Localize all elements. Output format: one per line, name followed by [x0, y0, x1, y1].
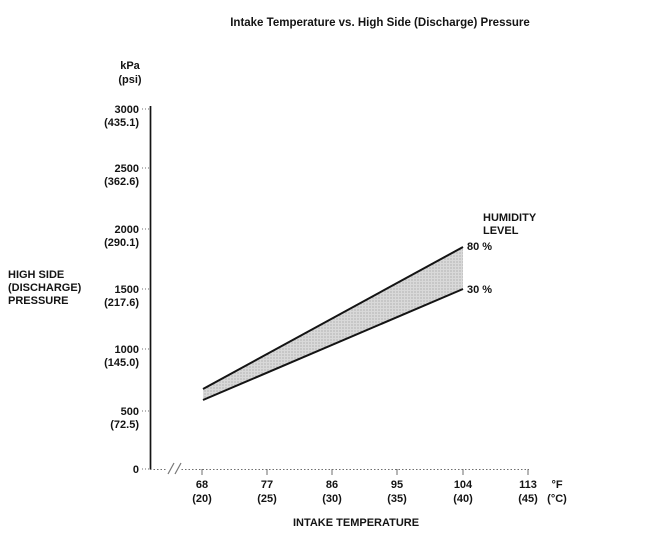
- x-tick-77: 77 (25): [257, 469, 277, 505]
- x-axis-unit-c: (°C): [547, 493, 567, 505]
- humidity-line-80pct: [202, 246, 464, 390]
- x-axis-break: [167, 462, 182, 475]
- x-axis-title: INTAKE TEMPERATURE: [293, 517, 419, 529]
- x-tick-c: (35): [387, 493, 407, 505]
- x-axis-break-slash: [167, 462, 175, 475]
- x-tick-f: 68: [196, 479, 208, 491]
- legend-title-line1: HUMIDITY: [483, 212, 537, 224]
- x-tick-c: (20): [192, 493, 212, 505]
- x-axis-break-slash: [174, 462, 182, 475]
- x-tick-95: 95 (35): [387, 469, 407, 505]
- x-tick-c: (45): [518, 493, 538, 505]
- y-tick-2500: 2500 (362.6): [104, 163, 150, 188]
- y-tick-kpa: 3000: [115, 104, 139, 116]
- x-tick-68: 68 (20): [192, 469, 212, 505]
- y-tick-kpa: 0: [133, 464, 139, 476]
- legend-label-30pct: 30 %: [467, 284, 492, 296]
- x-tick-c: (25): [257, 493, 277, 505]
- legend: HUMIDITY LEVEL 80 % 30 %: [467, 212, 537, 296]
- y-axis-title: HIGH SIDE (DISCHARGE) PRESSURE: [8, 269, 82, 307]
- y-axis-unit-psi: (psi): [118, 74, 142, 86]
- humidity-line-30pct: [202, 288, 464, 401]
- y-tick-1000: 1000 (145.0): [104, 344, 150, 369]
- y-tick-2000: 2000 (290.1): [104, 224, 150, 249]
- chart-title: Intake Temperature vs. High Side (Discha…: [230, 17, 530, 29]
- y-tick-psi: (290.1): [104, 237, 139, 249]
- x-tick-f: 104: [454, 479, 473, 491]
- y-tick-psi: (435.1): [104, 117, 139, 129]
- y-tick-kpa: 1000: [115, 344, 139, 356]
- y-axis-title-line1: HIGH SIDE: [8, 269, 64, 281]
- x-tick-104: 104 (40): [453, 469, 473, 505]
- y-tick-psi: (217.6): [104, 297, 139, 309]
- y-axis-unit-kpa: kPa: [120, 60, 140, 72]
- y-tick-psi: (145.0): [104, 357, 139, 369]
- y-tick-kpa: 2000: [115, 224, 139, 236]
- x-tick-c: (40): [453, 493, 473, 505]
- x-tick-f: 95: [391, 479, 403, 491]
- y-tick-psi: (72.5): [110, 419, 139, 431]
- y-tick-0: 0: [133, 464, 150, 476]
- y-tick-1500: 1500 (217.6): [104, 284, 150, 309]
- x-tick-f: 77: [261, 479, 273, 491]
- humidity-band-area: [203, 247, 463, 400]
- x-tick-f: 86: [326, 479, 338, 491]
- x-axis-break-gap: [167, 465, 181, 474]
- x-tick-c: (30): [322, 493, 342, 505]
- y-tick-kpa: 2500: [115, 163, 139, 175]
- x-tick-86: 86 (30): [322, 469, 342, 505]
- y-tick-kpa: 1500: [115, 284, 139, 296]
- y-tick-kpa: 500: [121, 406, 139, 418]
- y-tick-3000: 3000 (435.1): [104, 104, 150, 129]
- legend-title-line2: LEVEL: [483, 225, 519, 237]
- y-axis-title-line2: (DISCHARGE): [8, 282, 82, 294]
- y-tick-500: 500 (72.5): [110, 406, 150, 431]
- x-axis-unit-f: °F: [551, 479, 562, 491]
- legend-label-80pct: 80 %: [467, 241, 492, 253]
- y-axis-title-line3: PRESSURE: [8, 295, 69, 307]
- x-tick-113: 113 (45): [518, 469, 538, 505]
- y-tick-psi: (362.6): [104, 176, 139, 188]
- x-tick-f: 113: [519, 479, 537, 491]
